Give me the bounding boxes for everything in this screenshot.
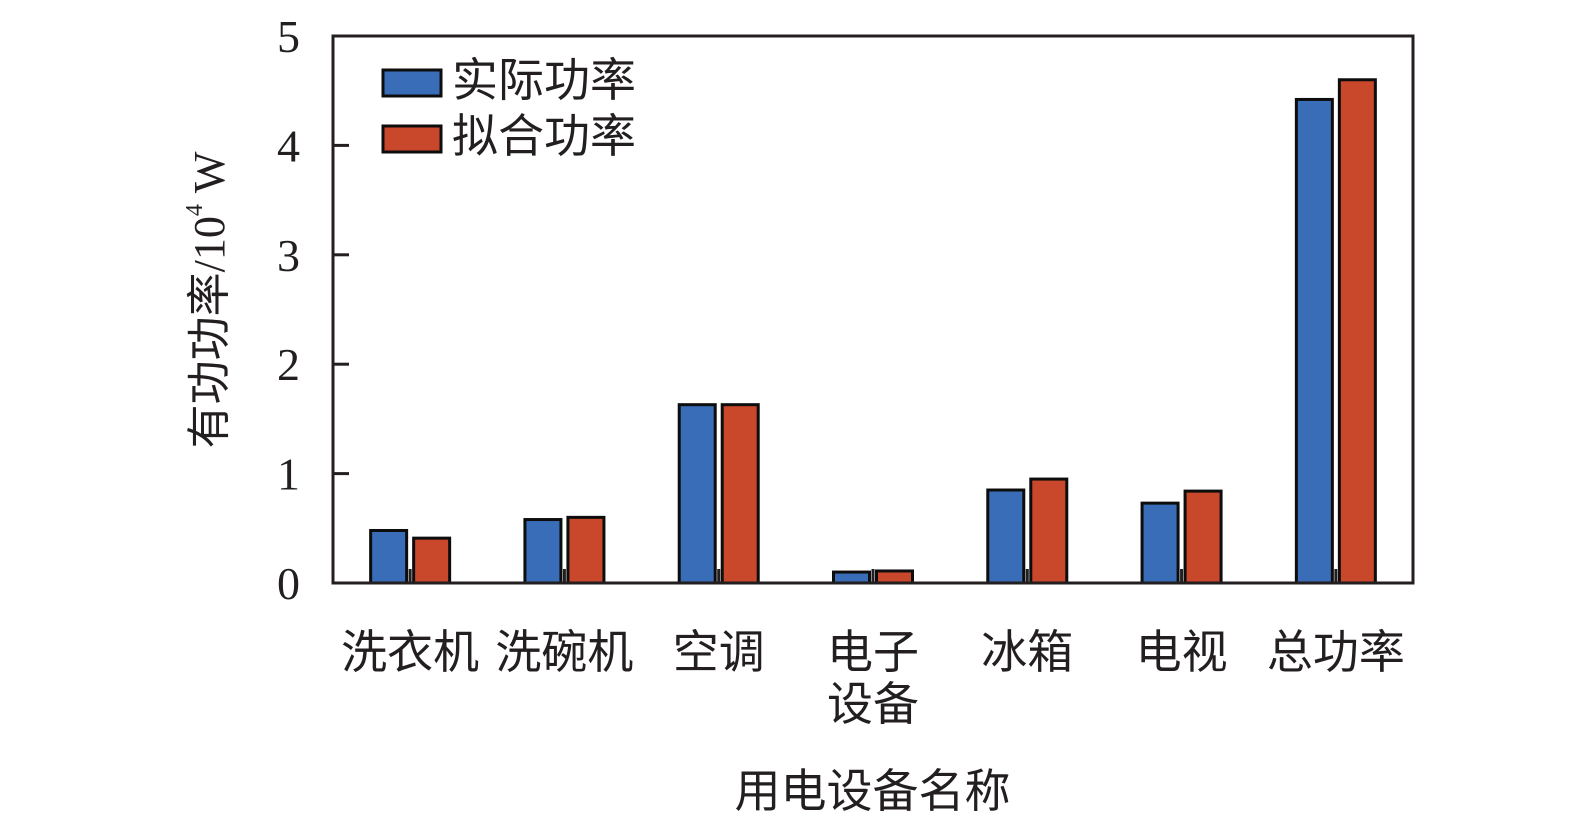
x-tick-label: 总功率 — [1267, 625, 1405, 679]
legend-label: 实际功率 — [452, 53, 636, 107]
bar-group — [832, 569, 914, 585]
plot-frame — [331, 34, 1415, 585]
x-tick-label: 洗衣机 — [341, 625, 479, 679]
bar-fitted — [412, 536, 452, 585]
bar-actual — [677, 403, 717, 585]
y-axis-title-wrap: 有功功率/104 W — [160, 90, 250, 510]
x-tick-label: 空调 — [673, 625, 765, 679]
y-tick-label: 3 — [277, 230, 300, 281]
legend-swatch-fitted — [381, 124, 443, 154]
x-tick-label: 电视 — [1136, 625, 1228, 679]
bar-fitted — [1029, 477, 1069, 585]
bar-actual — [523, 518, 563, 585]
x-tick-label: 洗碗机 — [495, 625, 633, 679]
y-tick-labels: 0 1 2 3 4 5 — [277, 11, 300, 609]
bar-fitted — [875, 569, 914, 585]
x-axis-title: 用电设备名称 — [734, 766, 1011, 817]
bar-group — [523, 515, 606, 585]
legend-label: 拟合功率 — [452, 109, 636, 163]
bar-fitted — [720, 403, 760, 585]
bar-group — [1140, 489, 1223, 585]
bar-actual — [986, 488, 1026, 585]
bar-group — [677, 403, 760, 585]
bar-actual — [1140, 501, 1180, 585]
bars-layer — [369, 78, 1377, 585]
x-tick-label: 电子 — [827, 625, 919, 679]
bar-fitted — [1337, 78, 1377, 585]
axes-layer — [331, 34, 1415, 585]
bar-actual — [369, 528, 409, 585]
x-tick-label: 设备 — [827, 677, 919, 731]
legend-swatch-actual — [381, 68, 443, 98]
y-tick-label: 2 — [277, 339, 300, 390]
bar-group — [986, 477, 1069, 585]
x-tick-label: 冰箱 — [981, 625, 1073, 679]
y-tick-label: 0 — [277, 558, 300, 609]
bar-fitted — [1183, 489, 1223, 585]
y-axis-title: 有功功率/104 W — [182, 151, 234, 449]
bar-actual — [832, 570, 871, 585]
bar-actual — [1294, 97, 1334, 585]
y-tick-label: 5 — [277, 11, 300, 62]
y-tick-label: 4 — [277, 120, 300, 171]
bar-group — [1294, 78, 1377, 585]
y-tick-label: 1 — [277, 449, 300, 500]
bar-fitted — [566, 515, 606, 585]
bar-group — [369, 528, 452, 585]
